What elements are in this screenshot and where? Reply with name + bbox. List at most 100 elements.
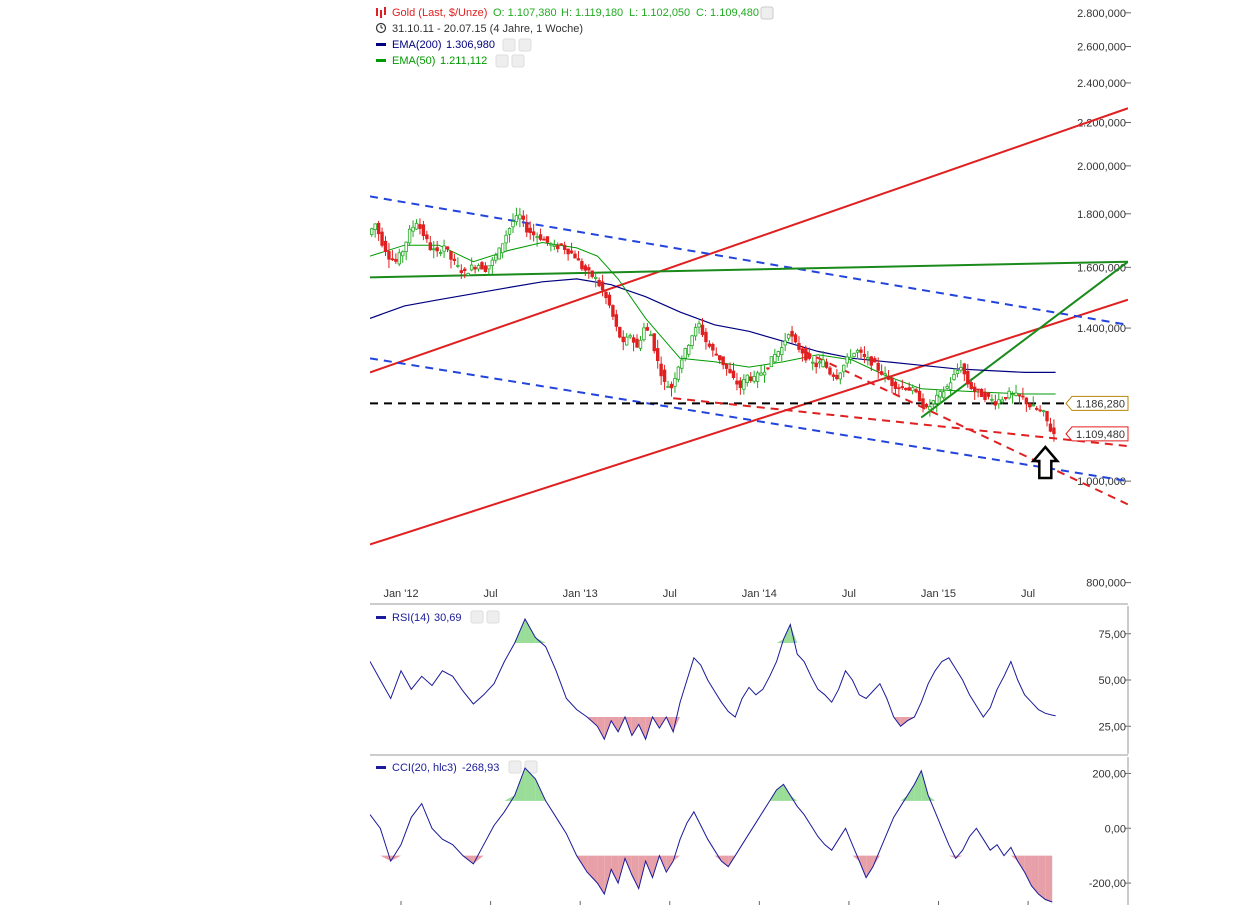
candle-body: [972, 386, 977, 392]
candle-body: [562, 244, 567, 250]
rsi-panel[interactable]: RSI(14) 30,69 75,00 50,00 25,00: [370, 606, 1131, 754]
candle-body: [731, 370, 736, 378]
trend-line-red-dashed-2[interactable]: [803, 350, 1128, 506]
price-badge-text: 1.109,480: [1076, 429, 1125, 441]
candle-body: [938, 391, 942, 398]
candle-body: [652, 333, 656, 352]
ohlc-open: O: 1.107,380: [493, 7, 557, 19]
ema50-legend-swatch: [376, 59, 386, 62]
candle-body: [676, 366, 681, 380]
rsi-settings-icon[interactable]: [470, 610, 484, 624]
trend-line-red-dashed-1[interactable]: [673, 397, 1128, 448]
price-axis: 2.800,000 2.600,000 2.400,000 2.200,000 2.00…: [1077, 8, 1131, 590]
candle-body: [1003, 396, 1008, 400]
trend-line-blue-upper-channel[interactable]: [370, 195, 1128, 326]
price-badges: 1.186,280 1.109,480: [1065, 395, 1129, 442]
candle-body: [962, 363, 967, 375]
candle-body: [452, 258, 457, 261]
ema200-value: 1.306,980: [446, 39, 495, 51]
candle-body: [425, 234, 429, 240]
candle-body: [852, 352, 856, 357]
candle-body: [1034, 407, 1039, 410]
trend-line-blue-lower-channel[interactable]: [370, 357, 1128, 483]
cci-panel[interactable]: CCI(20, hlc3) -268,93 200,00 0,00 -200,00: [370, 757, 1131, 905]
cci-settings-icon[interactable]: [508, 760, 522, 774]
candle-body: [824, 361, 829, 368]
candle-body: [597, 279, 601, 287]
candle-body: [504, 234, 508, 244]
candle-body: [1010, 393, 1015, 396]
candle-body: [907, 387, 911, 391]
candle-body: [790, 330, 794, 337]
candle-body: [404, 241, 408, 253]
oversold-fill: [1045, 855, 1053, 902]
settings-icon[interactable]: [760, 6, 774, 20]
overbought-fill: [783, 784, 791, 801]
candle-body: [766, 367, 770, 370]
candle-body: [845, 356, 849, 364]
candle-body: [593, 276, 598, 279]
candle-body: [376, 222, 381, 235]
trend-line-red-upper-channel[interactable]: [370, 107, 1128, 374]
oversold-fill: [859, 855, 867, 878]
candle-body: [976, 388, 980, 391]
ema200-line: [370, 278, 1056, 373]
x-tick-label: Jan '13: [563, 588, 598, 600]
candle-body: [466, 272, 470, 276]
candle-body: [528, 227, 532, 233]
candle-body: [583, 265, 588, 271]
candle-body: [459, 270, 464, 273]
oversold-fill: [1038, 855, 1046, 900]
oversold-fill: [380, 855, 391, 862]
candle-body: [883, 373, 887, 376]
trend-line-red-lower-channel[interactable]: [370, 298, 1128, 546]
candle-body: [835, 374, 839, 380]
osc-tick-label: 200,00: [1092, 768, 1126, 780]
candle-body: [662, 369, 667, 382]
candle-body: [917, 390, 922, 402]
ema50-line: [370, 241, 1056, 395]
cci-close-icon[interactable]: [524, 760, 538, 774]
candle-body: [762, 371, 767, 376]
price-panel[interactable]: 2.800,000 2.600,000 2.400,000 2.200,000 2.00…: [370, 8, 1131, 905]
osc-line: [370, 767, 1053, 903]
candle-body: [1045, 410, 1049, 422]
candle-body: [552, 244, 557, 247]
candle-body: [687, 344, 691, 355]
overbought-fill: [907, 784, 915, 801]
candle-body: [759, 372, 763, 376]
candle-body: [607, 294, 612, 306]
candle-body: [724, 363, 729, 369]
candle-body: [525, 222, 529, 233]
candle-body: [945, 386, 949, 389]
candle-body: [776, 351, 780, 357]
oversold-fill: [666, 855, 674, 873]
candle-body: [721, 356, 725, 366]
cci-value: -268,93: [462, 762, 499, 774]
candle-body: [483, 265, 488, 273]
candle-body: [1031, 404, 1035, 407]
trend-line-green-rising[interactable]: [920, 260, 1128, 419]
ema200-settings-icon[interactable]: [502, 38, 516, 52]
candle-body: [690, 335, 694, 346]
candle-body: [666, 386, 670, 388]
candle-body: [556, 245, 560, 250]
candle-body: [645, 327, 650, 331]
ema200-close-icon[interactable]: [518, 38, 532, 52]
candle-body: [793, 334, 798, 343]
oversold-fill: [866, 855, 874, 878]
rsi-close-icon[interactable]: [486, 610, 500, 624]
candle-body: [910, 387, 915, 392]
candle-body: [469, 264, 474, 271]
trend-line-green-horizontal[interactable]: [370, 260, 1128, 279]
rsi-legend-swatch: [376, 616, 386, 619]
candle-body: [487, 265, 491, 270]
overbought-fill: [914, 770, 922, 801]
candle-body: [969, 382, 973, 390]
price-tick-label: 2.400,000: [1077, 78, 1126, 90]
price-badge: 1.109,480: [1065, 426, 1129, 442]
ema50-close-icon[interactable]: [511, 54, 525, 68]
ema50-settings-icon[interactable]: [495, 54, 509, 68]
overbought-fill: [514, 767, 526, 801]
